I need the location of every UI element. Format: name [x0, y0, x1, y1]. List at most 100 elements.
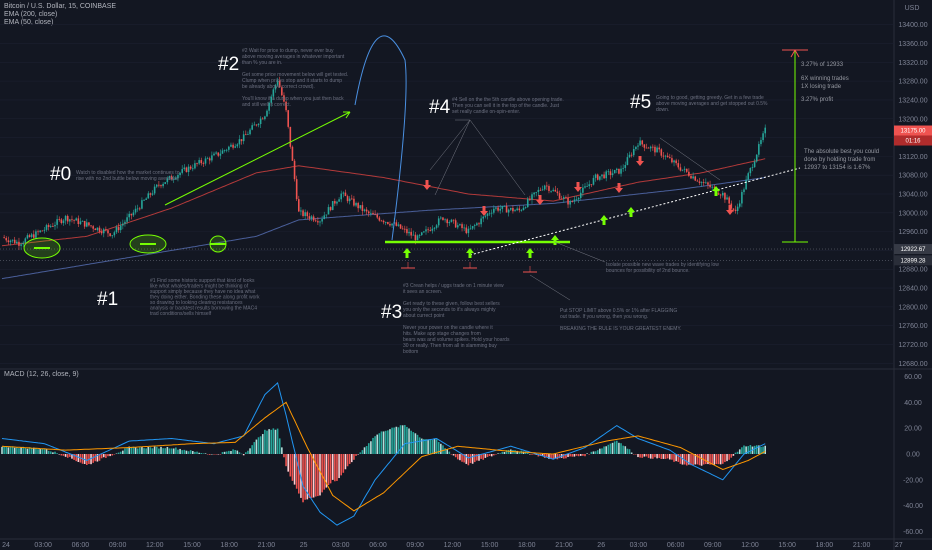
candle-body [649, 146, 652, 149]
candle-body [605, 171, 607, 179]
candle-body [728, 197, 730, 204]
macd-histogram-bar [480, 454, 482, 459]
macd-histogram-bar [389, 429, 391, 454]
buy-arrow [712, 186, 720, 196]
candle-body [90, 225, 92, 227]
macd-histogram-bar [143, 448, 145, 454]
candle-body [446, 219, 448, 224]
macd-histogram-bar [331, 454, 334, 480]
macd-histogram-bar [429, 439, 432, 454]
macd-histogram-bar [749, 445, 752, 454]
candle-body [639, 140, 641, 146]
candle-body [189, 166, 192, 169]
candle-body [620, 168, 622, 174]
candle-body [626, 157, 629, 166]
macd-histogram-bar [221, 452, 224, 454]
candle-body [30, 234, 33, 237]
macd-histogram-bar [700, 454, 703, 466]
macd-histogram-bar [552, 454, 554, 459]
candle-body [387, 222, 389, 224]
price-tick-label: 13360.00 [898, 41, 927, 48]
note-3-line: Never your power on the candle where it [403, 325, 493, 331]
macd-histogram-bar [266, 430, 268, 454]
macd-histogram-bar [340, 454, 342, 476]
macd-histogram-bar [382, 431, 385, 454]
macd-histogram-bar [569, 454, 571, 457]
time-tick-label: 18:00 [518, 542, 536, 549]
macd-histogram-bar [698, 454, 701, 466]
macd-histogram-bar [596, 450, 599, 454]
candle-body [28, 235, 31, 237]
candle-body [132, 212, 135, 216]
candle-body [444, 219, 446, 221]
macd-histogram-bar [365, 446, 368, 454]
macd-histogram-bar [39, 449, 41, 454]
macd-histogram-bar [482, 454, 485, 460]
macd-histogram-bar [92, 454, 94, 463]
macd-histogram-bar [285, 454, 287, 467]
macd-histogram-bar [601, 448, 603, 454]
candle-body [582, 187, 584, 193]
macd-histogram-bar [741, 447, 743, 454]
candle-body [569, 201, 571, 205]
candle-body [24, 238, 27, 243]
candle-body [109, 233, 111, 236]
sell-arrow [480, 206, 488, 216]
candle-body [401, 228, 404, 230]
macd-histogram-bar [724, 454, 726, 463]
macd-histogram-bar [692, 454, 694, 466]
candle-body [643, 144, 646, 148]
candle-body [164, 182, 167, 184]
time-tick-label: 03:00 [630, 542, 648, 549]
candle-body [529, 198, 531, 200]
candle-body [749, 167, 752, 174]
candle-body [550, 190, 552, 192]
candle-body [705, 182, 707, 184]
candle-body [579, 192, 582, 198]
candle-body [408, 231, 410, 234]
macd-histogram-bar [548, 454, 550, 459]
candle-body [122, 223, 124, 226]
ema200-legend: EMA (200, close) [4, 11, 57, 18]
currency-label: USD [905, 5, 920, 12]
candle-body [336, 201, 338, 204]
candle-body [64, 215, 67, 221]
candle-body [618, 168, 620, 174]
time-tick-label: 12:00 [741, 542, 759, 549]
trend-arrow [164, 111, 351, 206]
price-tick-label: 12960.00 [898, 229, 927, 236]
macd-histogram-bar [361, 450, 364, 454]
candle-body [499, 208, 501, 211]
macd-histogram-bar [639, 454, 641, 458]
candle-body [588, 184, 591, 187]
candle-body [73, 219, 75, 221]
candle-body [486, 213, 489, 216]
candle-body [219, 153, 222, 156]
candle-body [357, 203, 359, 209]
macd-histogram-bar [66, 454, 69, 458]
macd-histogram-bar [28, 447, 31, 454]
candle-body [102, 229, 105, 234]
candle-body [153, 186, 156, 194]
candle-body [289, 126, 292, 147]
candle-body [234, 146, 236, 148]
macd-histogram-bar [219, 454, 222, 455]
macd-histogram-bar [245, 452, 247, 454]
candle-body [552, 189, 554, 191]
macd-histogram-bar [334, 454, 336, 482]
candle-body [683, 168, 686, 170]
note-2-line: than % you are in. [242, 60, 282, 66]
candle-body [43, 229, 46, 231]
macd-histogram-bar [467, 454, 470, 466]
candle-body [397, 224, 400, 226]
macd-histogram-bar [505, 450, 508, 454]
macd-legend: MACD (12, 26, close, 9) [4, 371, 79, 378]
macd-histogram-bar [671, 454, 673, 460]
macd-histogram-bar [688, 454, 690, 465]
note-4-line: set really candle on-spin-enter. [452, 109, 520, 115]
macd-histogram-bar [7, 447, 10, 454]
macd-histogram-bar [683, 454, 686, 465]
macd-histogram-bar [755, 445, 758, 454]
note-3-line: about currect point [403, 313, 445, 319]
